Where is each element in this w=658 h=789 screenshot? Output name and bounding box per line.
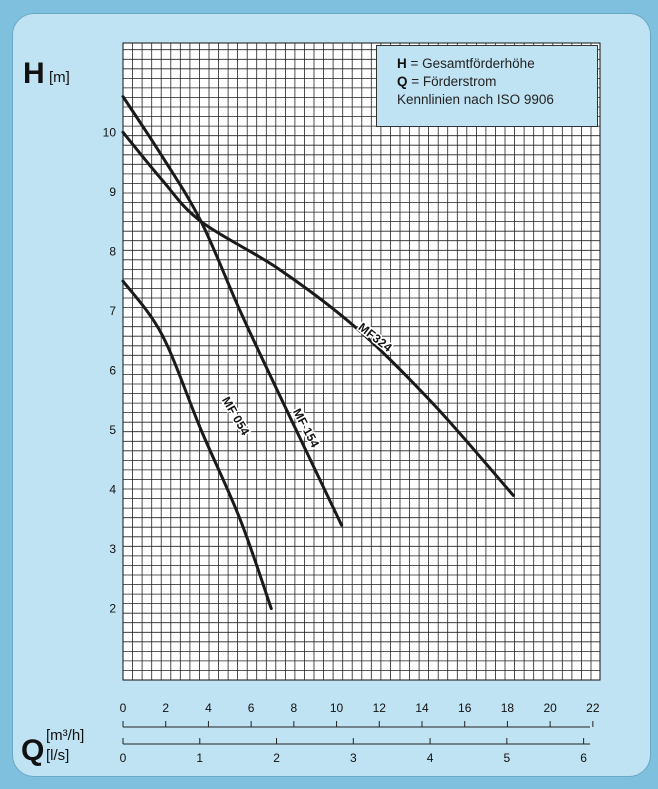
x-tick-label-m3h: 12 [373, 701, 387, 715]
x-tick-label-m3h: 16 [458, 701, 472, 715]
y-tick-label: 5 [109, 423, 116, 437]
x-tick-label-m3h: 0 [120, 701, 127, 715]
x-axes: 0 2 4 6 8 10 12 14 16 18 20 220 1 2 3 4 5 6 [120, 701, 600, 765]
x-tick-label-m3h: 10 [330, 701, 344, 715]
x-axis-unit-ls: [l/s] [46, 747, 69, 764]
x-tick-label-m3h: 22 [586, 701, 600, 715]
x-tick-label-m3h: 18 [501, 701, 515, 715]
x-axis-unit-m3h: [m³/h] [46, 727, 84, 744]
x-tick-label-m3h: 2 [162, 701, 169, 715]
y-tick-label: 3 [109, 542, 116, 556]
curve-mf054 [121, 279, 273, 611]
x-tick-label-m3h: 8 [291, 701, 298, 715]
x-tick-label-m3h: 4 [205, 701, 212, 715]
y-axis-unit: [m] [49, 69, 70, 86]
y-tick-label: 8 [109, 244, 116, 258]
x-tick-label-ls: 0 [120, 751, 127, 765]
legend-line-q: Q = Förderstrom [397, 74, 497, 89]
x-tick-label-m3h: 20 [543, 701, 557, 715]
curve-mf154 [121, 95, 344, 527]
legend-line-h: H = Gesamtförderhöhe [397, 56, 535, 71]
x-tick-label-m3h: 6 [248, 701, 255, 715]
legend-box: H = Gesamtförderhöhe Q = Förderstrom Ken… [376, 45, 598, 127]
y-tick-label: 10 [103, 125, 117, 139]
x-tick-label-ls: 6 [580, 751, 587, 765]
x-axis-symbol: Q [21, 734, 44, 767]
y-tick-label: 9 [109, 185, 116, 199]
legend-line-standard: Kennlinien nach ISO 9906 [397, 92, 554, 107]
x-tick-label-ls: 3 [350, 751, 357, 765]
y-tick-label: 2 [109, 602, 116, 616]
x-tick-label-ls: 2 [273, 751, 280, 765]
y-tick-label: 7 [109, 304, 116, 318]
y-axis-ticks: 2 3 4 5 6 7 8 9 10 [103, 125, 117, 615]
y-axis-symbol: H [23, 57, 45, 90]
grid [122, 42, 601, 681]
x-tick-label-ls: 4 [427, 751, 434, 765]
x-tick-label-m3h: 14 [415, 701, 429, 715]
curve-mf324 [121, 130, 515, 497]
x-tick-label-ls: 5 [503, 751, 510, 765]
x-tick-label-ls: 1 [196, 751, 203, 765]
y-tick-label: 4 [109, 482, 116, 496]
y-tick-label: 6 [109, 363, 116, 377]
